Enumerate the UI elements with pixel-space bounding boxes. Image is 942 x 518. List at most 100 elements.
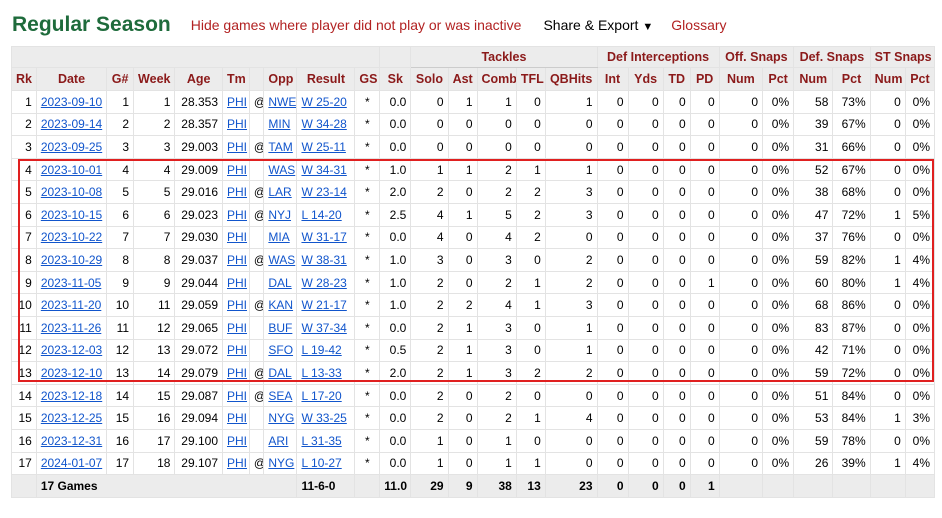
result-link[interactable]: W 25-20 bbox=[301, 94, 347, 109]
column-header[interactable]: Ast bbox=[447, 67, 478, 91]
date-link[interactable]: 2023-12-03 bbox=[40, 343, 103, 358]
team-link[interactable]: PHI bbox=[227, 117, 248, 132]
team-link[interactable]: PHI bbox=[227, 139, 248, 154]
column-header[interactable]: Int bbox=[596, 67, 629, 91]
result-link[interactable]: L 10-27 bbox=[301, 456, 342, 471]
result-link[interactable]: W 37-34 bbox=[301, 320, 347, 335]
opponent-link[interactable]: KAN bbox=[268, 298, 294, 313]
date-link[interactable]: 2023-10-15 bbox=[40, 207, 103, 222]
result-link[interactable]: W 21-17 bbox=[301, 298, 347, 313]
column-header[interactable]: Age bbox=[174, 67, 223, 91]
team-link[interactable]: PHI bbox=[227, 275, 248, 290]
result-link[interactable]: W 34-28 bbox=[301, 117, 347, 132]
result-link[interactable]: L 19-42 bbox=[301, 343, 342, 358]
date-link[interactable]: 2023-12-25 bbox=[40, 411, 103, 426]
column-header[interactable]: Sk bbox=[379, 67, 412, 91]
opponent-link[interactable]: ARI bbox=[268, 433, 289, 448]
column-header[interactable]: GS bbox=[354, 67, 381, 91]
team-link[interactable]: PHI bbox=[227, 207, 248, 222]
team-link[interactable]: PHI bbox=[227, 343, 248, 358]
opponent-link[interactable]: NWE bbox=[268, 94, 297, 109]
team-link[interactable]: PHI bbox=[227, 230, 248, 245]
date-link[interactable]: 2023-12-31 bbox=[40, 433, 103, 448]
opponent-link[interactable]: MIA bbox=[268, 230, 290, 245]
result-link[interactable]: W 31-17 bbox=[301, 230, 347, 245]
team-link[interactable]: PHI bbox=[227, 433, 248, 448]
column-header[interactable]: Pct bbox=[832, 67, 871, 91]
result-link[interactable]: L 31-35 bbox=[301, 433, 342, 448]
column-header[interactable]: Date bbox=[35, 67, 108, 91]
column-header[interactable]: Comb bbox=[476, 67, 517, 91]
opponent-link[interactable]: WAS bbox=[268, 162, 296, 177]
opponent-link[interactable]: DAL bbox=[268, 365, 292, 380]
date-link[interactable]: 2023-11-26 bbox=[40, 320, 102, 335]
column-header[interactable]: Num bbox=[869, 67, 906, 91]
date-link[interactable]: 2023-11-05 bbox=[40, 275, 102, 290]
date-link[interactable]: 2023-09-10 bbox=[40, 94, 103, 109]
opponent-link[interactable]: SEA bbox=[268, 388, 293, 403]
team-link[interactable]: PHI bbox=[227, 456, 248, 471]
column-header[interactable]: Rk bbox=[11, 67, 37, 91]
date-link[interactable]: 2023-10-08 bbox=[40, 185, 103, 200]
result-link[interactable]: W 28-23 bbox=[301, 275, 347, 290]
result-link[interactable]: W 33-25 bbox=[301, 411, 347, 426]
date-link[interactable]: 2023-10-01 bbox=[40, 162, 103, 177]
share-export-menu[interactable]: Share & Export ▼ bbox=[543, 17, 653, 33]
result-link[interactable]: L 13-33 bbox=[301, 365, 342, 380]
date-link[interactable]: 2023-10-22 bbox=[40, 230, 103, 245]
team-link[interactable]: PHI bbox=[227, 298, 248, 313]
column-header[interactable]: Num bbox=[718, 67, 764, 91]
column-header[interactable]: Week bbox=[133, 67, 176, 91]
date-link[interactable]: 2023-12-10 bbox=[40, 365, 103, 380]
team-link[interactable]: PHI bbox=[227, 411, 248, 426]
team-link[interactable]: PHI bbox=[227, 365, 248, 380]
cell-opponent: WAS bbox=[263, 157, 298, 182]
column-header[interactable]: QBHits bbox=[544, 67, 598, 91]
date-link[interactable]: 2023-12-18 bbox=[40, 388, 103, 403]
result-link[interactable]: L 17-20 bbox=[301, 388, 342, 403]
opponent-link[interactable]: TAM bbox=[268, 139, 293, 154]
team-link[interactable]: PHI bbox=[227, 320, 248, 335]
result-link[interactable]: W 25-11 bbox=[301, 139, 346, 154]
column-header[interactable]: Opp bbox=[263, 67, 298, 91]
date-link[interactable]: 2023-09-14 bbox=[40, 117, 103, 132]
date-link[interactable]: 2023-11-20 bbox=[40, 298, 102, 313]
column-header[interactable]: PD bbox=[689, 67, 720, 91]
column-header[interactable]: Solo bbox=[410, 67, 449, 91]
team-link[interactable]: PHI bbox=[227, 185, 248, 200]
date-link[interactable]: 2024-01-07 bbox=[40, 456, 103, 471]
hide-inactive-games-link[interactable]: Hide games where player did not play or … bbox=[190, 17, 522, 33]
column-header[interactable]: Result bbox=[296, 67, 356, 91]
column-header[interactable]: TFL bbox=[515, 67, 546, 91]
opponent-link[interactable]: NYJ bbox=[268, 207, 292, 222]
team-link[interactable]: PHI bbox=[227, 252, 248, 267]
column-header[interactable]: Num bbox=[793, 67, 834, 91]
column-header[interactable]: Yds bbox=[627, 67, 664, 91]
team-link[interactable]: PHI bbox=[227, 388, 248, 403]
opponent-link[interactable]: DAL bbox=[268, 275, 292, 290]
team-link[interactable]: PHI bbox=[227, 94, 248, 109]
column-header[interactable]: Pct bbox=[762, 67, 795, 91]
result-link[interactable]: W 34-31 bbox=[301, 162, 347, 177]
opponent-link[interactable]: SFO bbox=[268, 343, 294, 358]
team-link[interactable]: PHI bbox=[227, 162, 248, 177]
opponent-link[interactable]: BUF bbox=[268, 320, 293, 335]
cell-rk: 17 bbox=[11, 451, 37, 476]
opponent-link[interactable]: WAS bbox=[268, 252, 296, 267]
column-header[interactable]: TD bbox=[662, 67, 691, 91]
opponent-link[interactable]: MIN bbox=[268, 117, 291, 132]
result-link[interactable]: W 23-14 bbox=[301, 185, 347, 200]
date-link[interactable]: 2023-09-25 bbox=[40, 139, 103, 154]
column-header[interactable] bbox=[248, 67, 265, 91]
result-link[interactable]: L 14-20 bbox=[301, 207, 342, 222]
column-header[interactable]: Pct bbox=[904, 67, 936, 91]
opponent-link[interactable]: NYG bbox=[268, 411, 295, 426]
opponent-link[interactable]: LAR bbox=[268, 185, 292, 200]
result-link[interactable]: W 38-31 bbox=[301, 252, 347, 267]
glossary-link[interactable]: Glossary bbox=[671, 17, 727, 33]
opponent-link[interactable]: NYG bbox=[268, 456, 295, 471]
date-link[interactable]: 2023-10-29 bbox=[40, 252, 103, 267]
column-header[interactable]: Tm bbox=[222, 67, 250, 91]
cell-yds: 0 bbox=[627, 406, 664, 430]
column-header[interactable]: G# bbox=[106, 67, 135, 91]
